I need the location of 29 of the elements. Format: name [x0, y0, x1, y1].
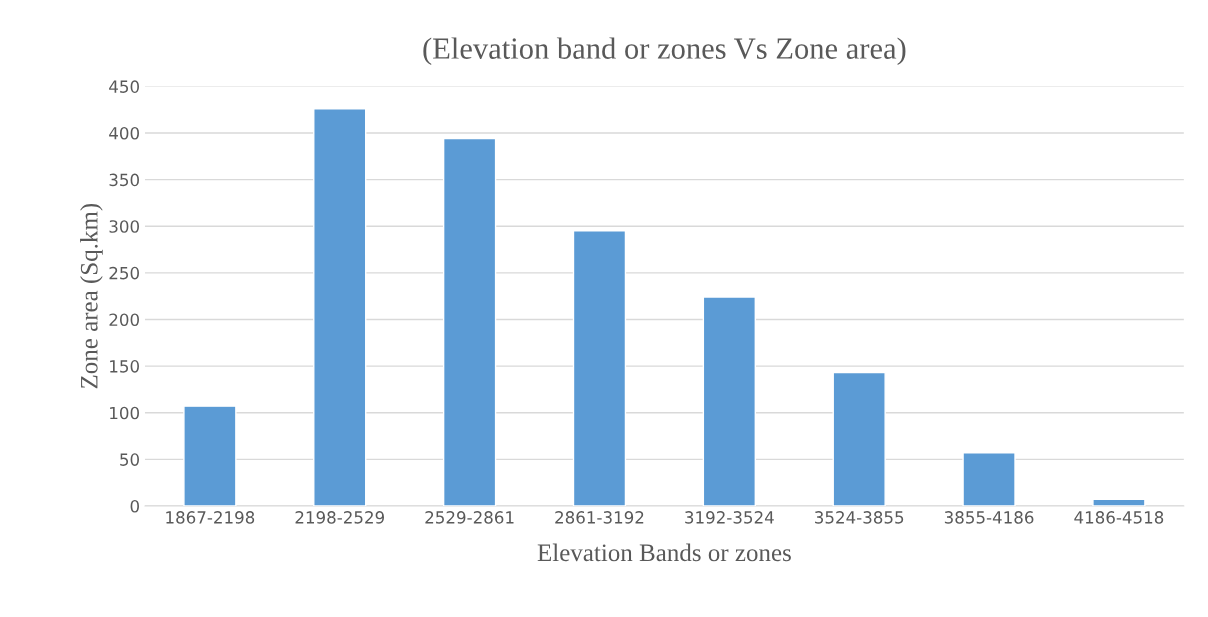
- x-tick-label: 3524-3855: [815, 511, 904, 524]
- y-tick-label: 150: [110, 360, 139, 373]
- bar: [442, 137, 497, 506]
- x-tick-label: 2529-2861: [425, 511, 514, 524]
- x-tick-label: 3192-3524: [685, 511, 774, 524]
- bar: [702, 296, 756, 506]
- y-axis-title: Zone area (Sq.km): [80, 203, 103, 389]
- y-tick-label: 50: [120, 453, 139, 466]
- y-tick-label: 250: [109, 266, 139, 280]
- x-tick-label: 3855-4186: [944, 511, 1034, 524]
- bar: [962, 452, 1016, 506]
- chart-title: (Elevation band or zones Vs Zone area): [423, 37, 906, 66]
- bar: [313, 108, 367, 506]
- x-tick-label: 2198-2529: [295, 511, 384, 524]
- bar: [572, 230, 627, 506]
- bar: [1092, 498, 1146, 506]
- y-tick-label: 400: [109, 126, 139, 140]
- y-tick-label: 350: [109, 173, 139, 187]
- y-tick-label: 200: [109, 313, 139, 327]
- x-tick-label: 4186-4518: [1074, 511, 1164, 524]
- y-tick-label: 300: [109, 220, 139, 233]
- y-tick-label: 450: [109, 80, 139, 93]
- x-tick-label: 1867-2198: [166, 511, 255, 524]
- x-tick-label: 2861-3192: [555, 511, 644, 524]
- y-tick-label: 0: [130, 499, 139, 513]
- bar: [832, 371, 886, 506]
- x-axis-title: Elevation Bands or zones: [537, 543, 791, 562]
- y-tick-label: 100: [110, 406, 139, 420]
- bar: [183, 405, 237, 506]
